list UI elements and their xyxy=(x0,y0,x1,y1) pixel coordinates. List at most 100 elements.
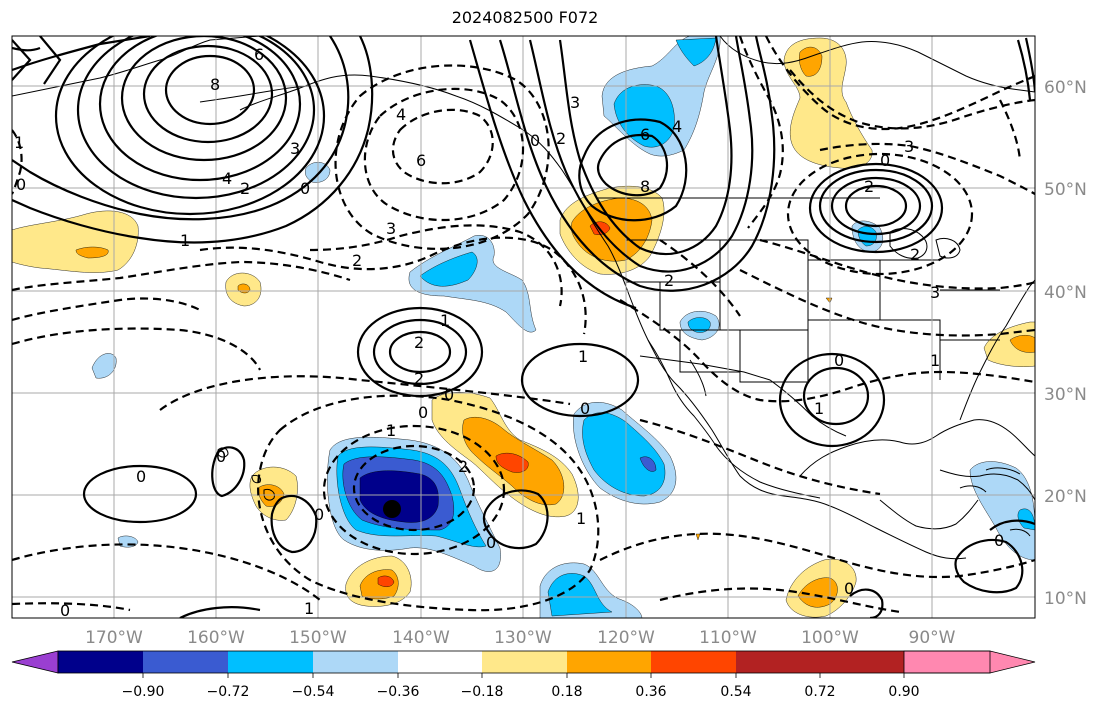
contour-hawaii xyxy=(82,464,198,524)
storm-center-marker xyxy=(383,500,401,518)
colorbar-extend-high xyxy=(903,650,1036,674)
lat-label-40n: 40°N xyxy=(1044,283,1087,303)
contour-carib-solid2 xyxy=(989,519,1035,531)
colorbar-segment xyxy=(313,651,398,673)
contour-east-2 xyxy=(739,269,1035,337)
colorbar-tick-label: 0.18 xyxy=(551,684,582,700)
contour-aleut-5 xyxy=(98,36,302,182)
graticule xyxy=(12,36,1035,618)
contour-label: 3 xyxy=(904,137,914,156)
contour-tx-1 xyxy=(802,366,870,426)
contour-mx-solid xyxy=(849,588,884,618)
lon-label-110w: 110°W xyxy=(699,628,757,648)
contour-label: 0 xyxy=(216,447,226,466)
latitude-axis: 60°N 50°N 40°N 30°N 20°N 10°N xyxy=(1044,78,1087,609)
contour-canada-2 xyxy=(578,118,688,222)
contour-east-4 xyxy=(619,299,1035,403)
contour-label: 1 xyxy=(386,421,396,440)
contour-lakes-1 xyxy=(844,184,908,228)
lon-label-100w: 100°W xyxy=(801,628,859,648)
contour-label: 3 xyxy=(386,219,396,238)
contour-lakes-4 xyxy=(808,162,944,254)
lon-label-120w: 120°W xyxy=(597,628,655,648)
colorbar: −0.90 −0.72 −0.54 −0.36 −0.18 0.18 0.36 … xyxy=(11,650,1036,700)
contour-lakes-5 xyxy=(786,152,974,276)
contour-tx-dash xyxy=(639,418,881,496)
contour-label: 3 xyxy=(570,93,580,112)
contour-south-dash2 xyxy=(12,602,131,612)
contour-label: 1 xyxy=(180,231,190,250)
contour-label: 0 xyxy=(530,131,540,150)
contour-aleut-6 xyxy=(120,36,288,162)
lon-label-140w: 140°W xyxy=(392,628,450,648)
colorbar-tick-label: −0.90 xyxy=(122,684,165,700)
contour-label: 6 xyxy=(640,125,650,144)
contour-aleut-3 xyxy=(54,36,326,216)
contour-east-3 xyxy=(659,239,741,317)
contour-label: 1 xyxy=(14,133,24,152)
contour-lakes-3 xyxy=(818,168,934,244)
colorbar-tick-label: 0.72 xyxy=(804,684,835,700)
contour-label: 0 xyxy=(444,385,454,404)
shade-neg-central-72 xyxy=(359,470,439,523)
contour-label: 2 xyxy=(458,457,468,476)
colorbar-tick-label: −0.72 xyxy=(207,684,250,700)
map-title: 2024082500 F072 xyxy=(451,8,599,27)
contour-low2 xyxy=(520,342,640,418)
contour-canada-3 xyxy=(558,36,733,256)
contour-c1-solid xyxy=(482,489,549,550)
contour-canada-4 xyxy=(528,36,754,273)
colorbar-tick-label: −0.18 xyxy=(461,684,504,700)
contour-label: 2 xyxy=(240,179,250,198)
contour-aleut-8 xyxy=(164,54,256,126)
contour-label: 8 xyxy=(210,75,220,94)
colorbar-segment xyxy=(820,651,904,673)
shade-neg-alaska-36 xyxy=(613,84,675,148)
contour-nw-dash xyxy=(12,129,23,195)
contour-canada-dash-4 xyxy=(819,142,1035,195)
map-frame xyxy=(11,35,1036,619)
contour-label: 8 xyxy=(640,177,650,196)
contour-label: 2 xyxy=(864,177,874,196)
contour-gulf-4 xyxy=(334,64,550,250)
border-us-mexico xyxy=(639,355,847,437)
shade-neg-carib-36 xyxy=(1017,508,1035,531)
lat-label-10n: 10°N xyxy=(1044,589,1087,609)
contour-lakes-2 xyxy=(830,176,922,236)
contour-south-dash xyxy=(12,543,321,601)
contour-label: 2 xyxy=(352,251,362,270)
contour-center-4 xyxy=(159,375,571,411)
contour-label: 2 xyxy=(414,369,424,388)
contour-low-inner xyxy=(388,330,452,374)
contour-ne-dash xyxy=(999,99,1022,161)
contour-label: 0 xyxy=(994,531,1004,550)
contour-label: 0 xyxy=(880,151,890,170)
colorbar-segment xyxy=(651,651,736,673)
colorbar-tick-label: −0.36 xyxy=(377,684,420,700)
shade-pos-ne-36 xyxy=(1009,335,1035,353)
contour-label: 2 xyxy=(910,245,920,264)
colorbar-ticks xyxy=(142,673,905,678)
shade-neg-carib xyxy=(969,461,1035,561)
contour-center-5 xyxy=(12,327,261,371)
contour-label: 4 xyxy=(672,117,682,136)
contour-label: 1 xyxy=(304,599,314,618)
contour-label: 1 xyxy=(578,347,588,366)
contour-labels: 6 8 3 4 2 0 1 0 4 6 3 2 1 2 2 0 0 1 2 1 … xyxy=(14,45,1004,620)
contour-low-mid xyxy=(372,318,468,386)
shade-pos-westpac-36 xyxy=(75,246,109,259)
lon-label-160w: 160°W xyxy=(187,628,245,648)
colorbar-tick-label: 0.90 xyxy=(888,684,919,700)
contour-aleut-2 xyxy=(12,36,350,221)
longitude-axis: 170°W 160°W 150°W 140°W 130°W 120°W 110°… xyxy=(85,628,956,648)
contour-canada-dash-1 xyxy=(738,36,784,229)
contour-label: 3 xyxy=(930,283,940,302)
contour-label: 0 xyxy=(60,601,70,620)
contour-nw-solid xyxy=(12,36,62,85)
colorbar-segment xyxy=(736,651,820,673)
coast-caribbean xyxy=(959,467,1031,537)
colorbar-tick-label: 0.36 xyxy=(635,684,666,700)
contour-carib-solid xyxy=(954,538,1024,594)
shade-neg-alaska-36b xyxy=(675,37,717,67)
state-boundaries xyxy=(626,239,1000,383)
